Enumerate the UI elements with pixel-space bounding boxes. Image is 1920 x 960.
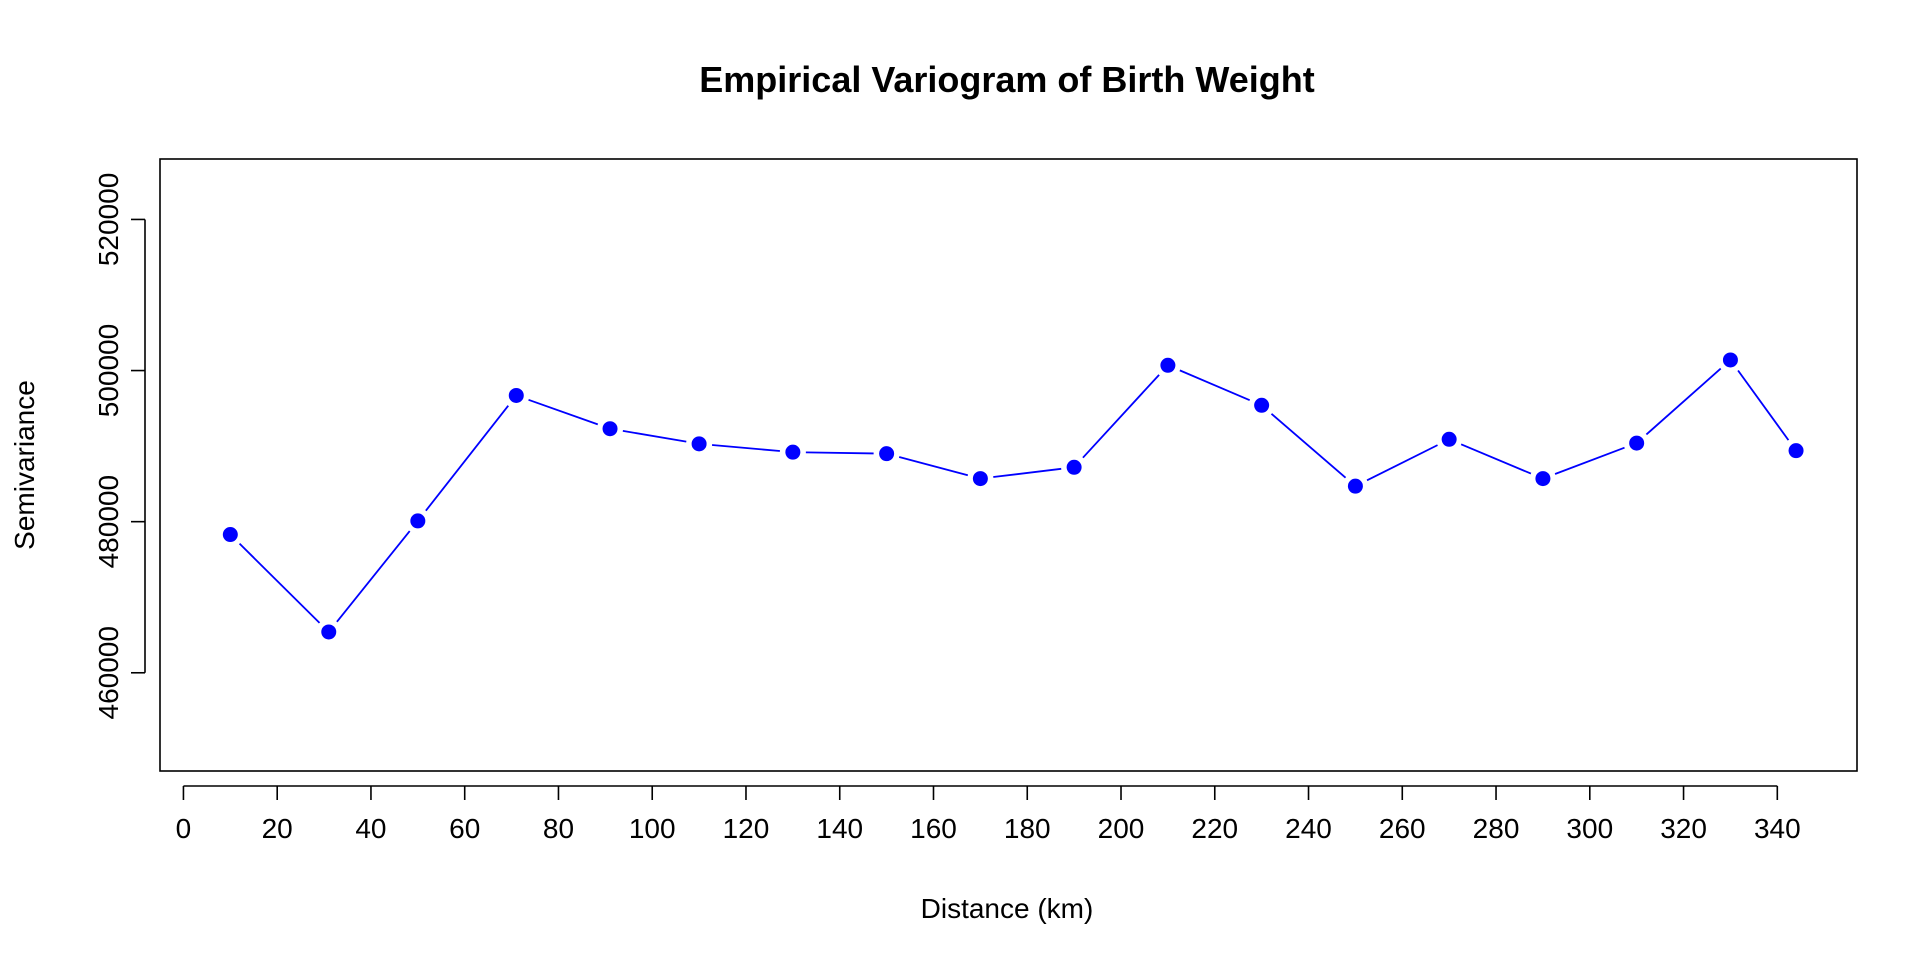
x-tick-label: 20 (262, 813, 293, 844)
x-tick-label: 180 (1004, 813, 1051, 844)
y-tick-label: 460000 (93, 626, 124, 719)
series-line-segment (993, 467, 1062, 478)
data-point (602, 421, 618, 437)
series-line-segment (336, 530, 411, 623)
x-tick-label: 300 (1566, 813, 1613, 844)
data-point (1788, 443, 1804, 459)
data-point (222, 527, 238, 543)
data-point (972, 471, 988, 487)
series-line-segment (898, 456, 969, 477)
x-tick-label: 240 (1285, 813, 1332, 844)
data-point (508, 387, 524, 403)
data-point (1629, 435, 1645, 451)
x-tick-label: 200 (1098, 813, 1145, 844)
data-point (1347, 478, 1363, 494)
data-point (410, 513, 426, 529)
x-tick-label: 120 (723, 813, 770, 844)
series-line-segment (711, 444, 780, 452)
series-line-segment (1082, 374, 1160, 459)
data-point (785, 444, 801, 460)
x-tick-label: 60 (449, 813, 480, 844)
x-tick-label: 280 (1473, 813, 1520, 844)
data-point (1254, 397, 1270, 413)
series-line-segment (238, 543, 321, 624)
y-axis-title: Semivariance (9, 380, 40, 550)
data-point (321, 624, 337, 640)
data-point (1160, 357, 1176, 373)
series-line-segment (1737, 369, 1790, 441)
x-tick-label: 0 (176, 813, 192, 844)
chart-title: Empirical Variogram of Birth Weight (699, 59, 1314, 100)
series-line-segment (425, 405, 509, 512)
series-line-segment (1645, 367, 1722, 436)
data-point (1535, 471, 1551, 487)
x-tick-label: 140 (816, 813, 863, 844)
x-axis: 0 20 40 60 80 100 120 140 160 180 200 220 240 260 280 3… (176, 785, 1801, 844)
series-line-segment (1179, 369, 1251, 402)
x-tick-label: 320 (1660, 813, 1707, 844)
x-axis-title: Distance (km) (921, 893, 1094, 924)
series-line-segment (622, 430, 687, 443)
y-tick-label: 520000 (93, 173, 124, 266)
x-tick-label: 40 (355, 813, 386, 844)
series-line-segment (1554, 446, 1625, 475)
y-tick-label: 480000 (93, 475, 124, 568)
series-line-segment (1460, 443, 1532, 475)
x-tick-label: 340 (1754, 813, 1801, 844)
series-line-segment (1366, 444, 1438, 482)
series-line-segment (528, 398, 599, 426)
data-point (1722, 352, 1738, 368)
series-line-segment (805, 451, 874, 455)
x-tick-label: 260 (1379, 813, 1426, 844)
semivariance-series (222, 352, 1804, 640)
data-point (1066, 459, 1082, 475)
x-tick-label: 100 (629, 813, 676, 844)
plot-frame (159, 158, 1858, 772)
y-axis: 460000 480000 500000 520000 (93, 173, 146, 719)
y-tick-label: 500000 (93, 324, 124, 417)
data-point (1441, 431, 1457, 447)
x-tick-label: 80 (543, 813, 574, 844)
series-line-segment (1270, 413, 1347, 479)
x-tick-label: 160 (910, 813, 957, 844)
data-point (691, 436, 707, 452)
x-tick-label: 220 (1191, 813, 1238, 844)
data-point (879, 446, 895, 462)
